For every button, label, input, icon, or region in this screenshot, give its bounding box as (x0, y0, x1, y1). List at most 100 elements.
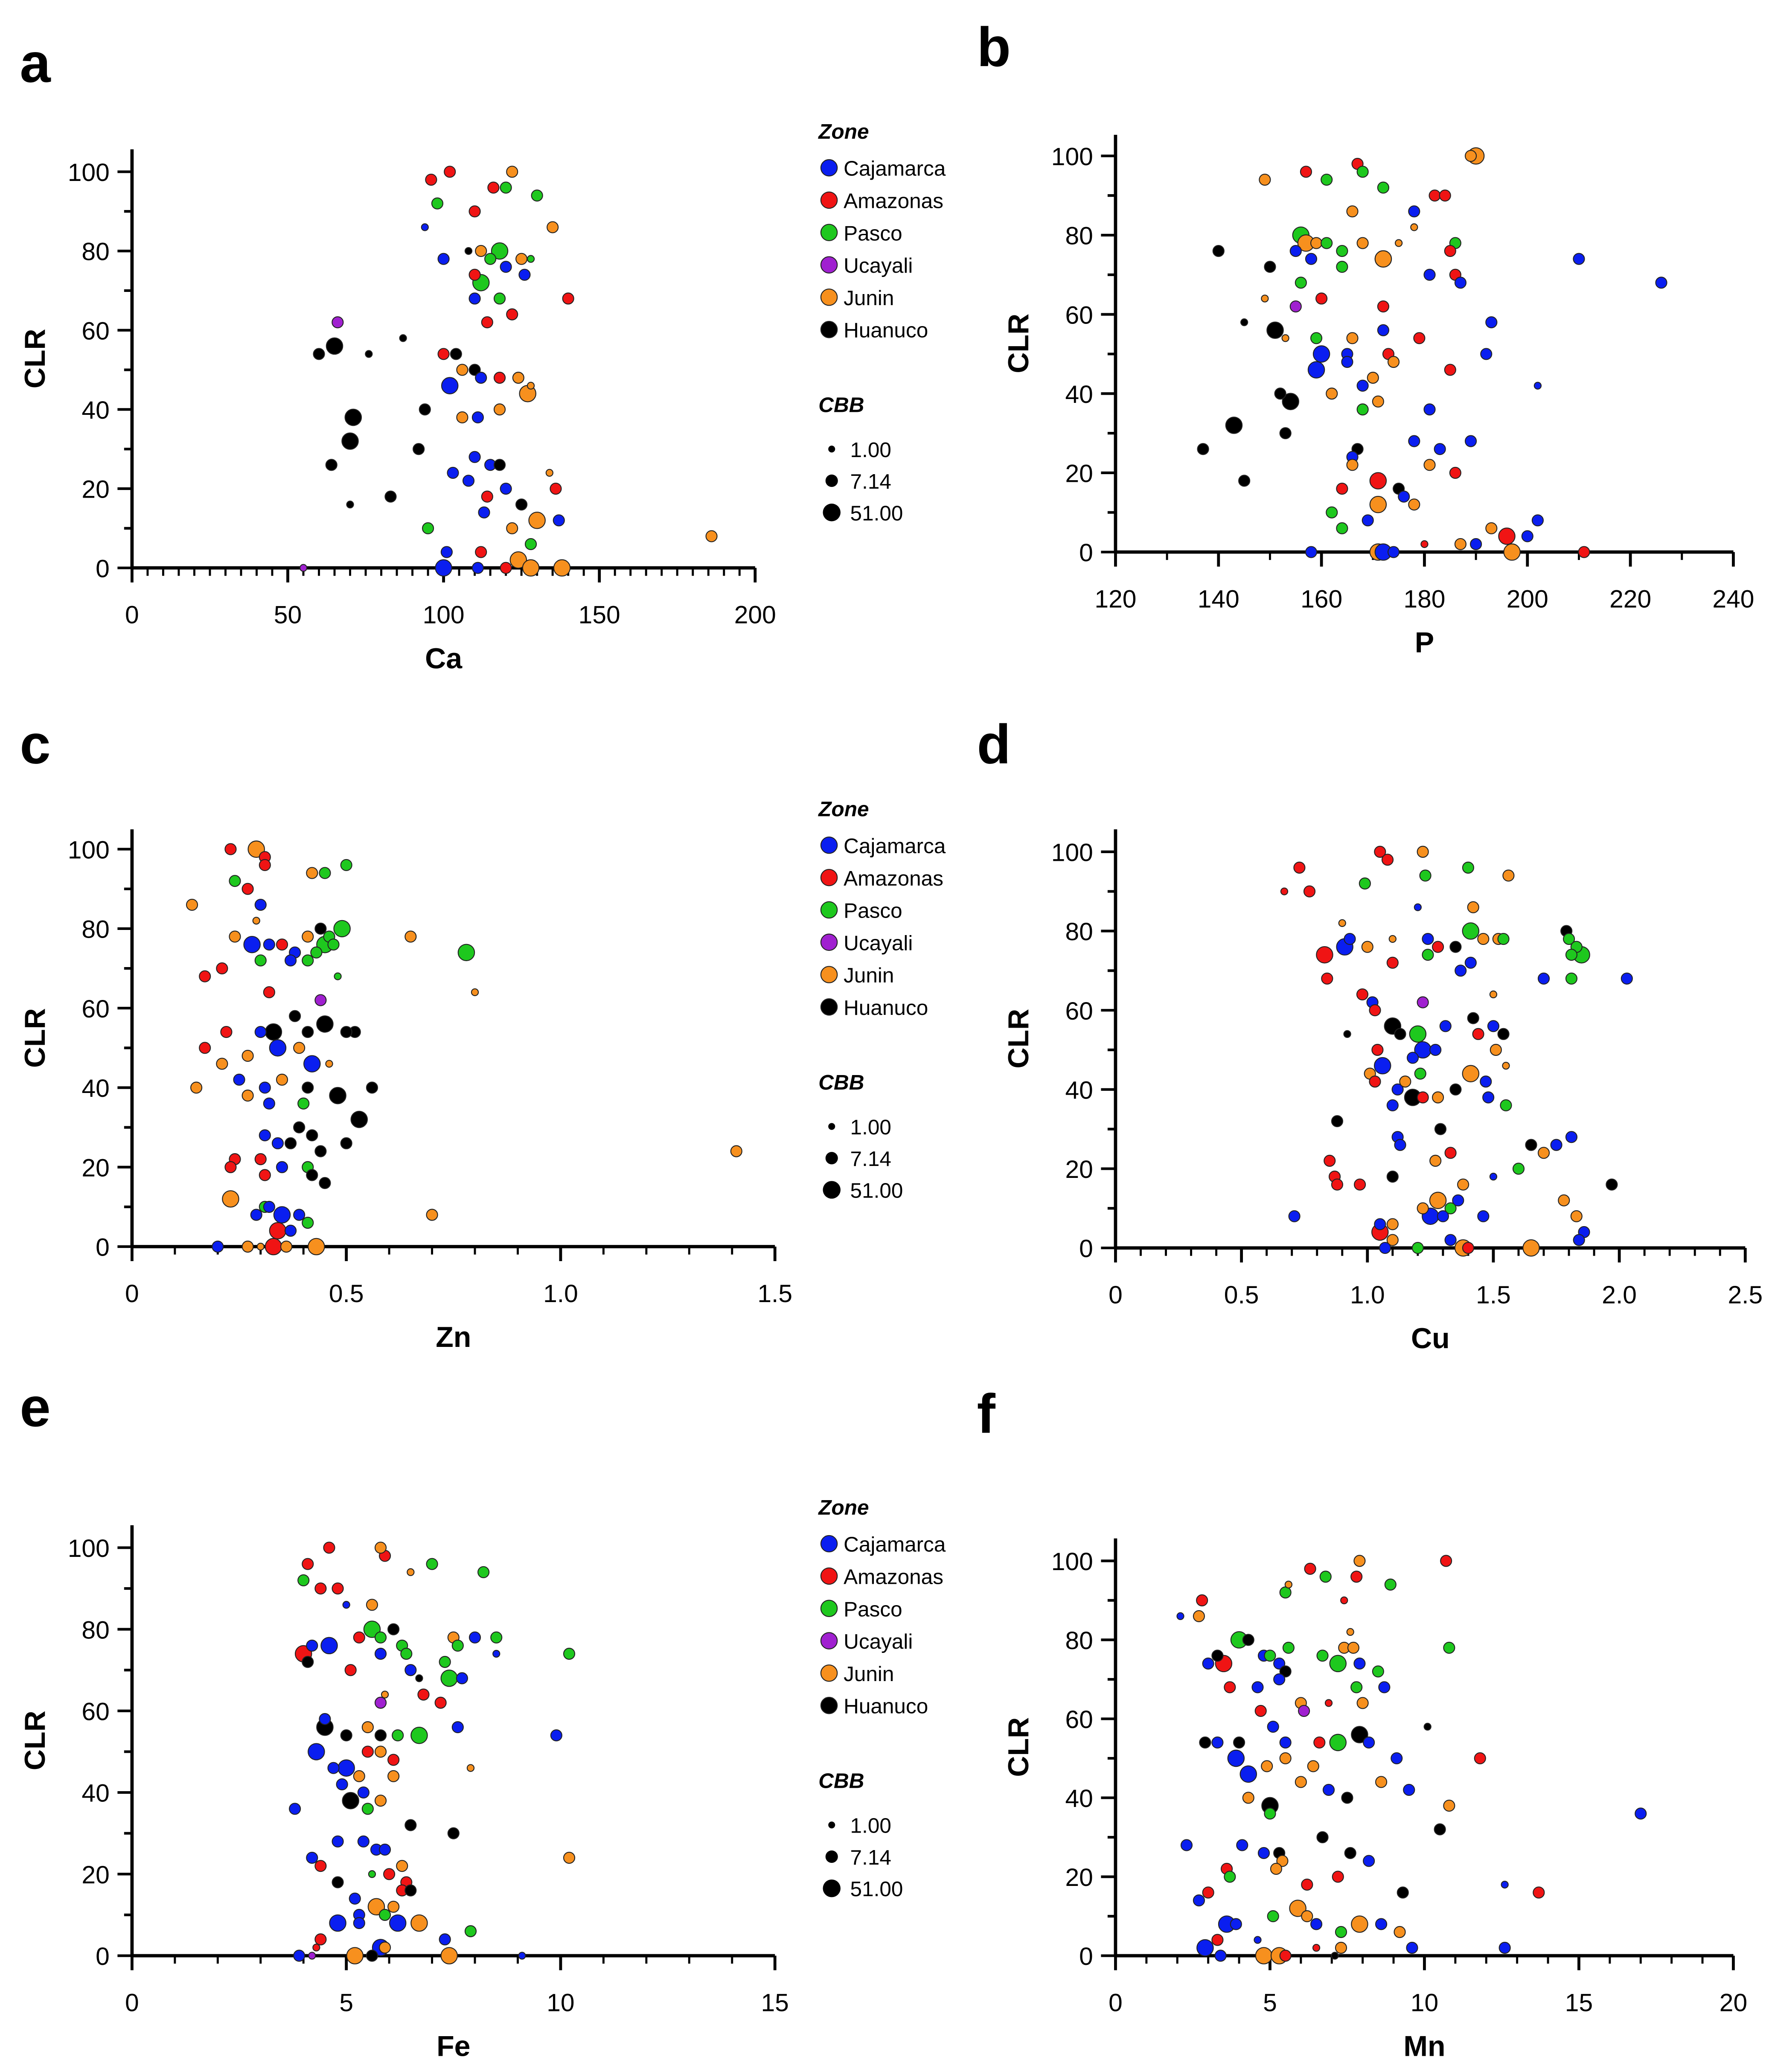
data-point-amazonas (1321, 972, 1333, 985)
data-point-junin (1259, 173, 1271, 186)
legend-marker-ucayali (820, 933, 838, 951)
data-point-cajamarca (1236, 1839, 1248, 1851)
data-point-cajamarca (1403, 1783, 1415, 1796)
data-point-amazonas (1369, 1004, 1381, 1017)
y-tick-label: 80 (81, 1616, 109, 1644)
y-tick-label: 100 (1051, 1548, 1093, 1576)
data-point-amazonas (1340, 1596, 1348, 1605)
x-axis-label: Fe (436, 2030, 470, 2063)
data-point-huanuco (289, 1010, 301, 1022)
legend-marker-junin (820, 289, 838, 306)
data-point-cajamarca (269, 1039, 287, 1057)
data-point-huanuco (413, 443, 425, 455)
data-point-pasco (464, 1925, 477, 1938)
data-point-cajamarca (1408, 205, 1420, 218)
x-tick-label: 0.5 (1224, 1281, 1259, 1309)
legend-label: Junin (844, 964, 894, 987)
data-point-amazonas (1369, 1075, 1381, 1088)
legend-size-label: 1.00 (850, 438, 891, 462)
data-point-pasco (1565, 949, 1578, 961)
data-point-cajamarca (1227, 1749, 1245, 1767)
data-point-amazonas (475, 546, 487, 558)
data-point-pasco (1384, 1578, 1397, 1591)
legend-cbb-title: CBB (818, 1769, 864, 1793)
data-point-junin (456, 364, 468, 376)
data-point-huanuco (341, 432, 359, 450)
x-tick-label: 0 (1109, 1989, 1123, 2017)
data-point-huanuco (302, 1656, 314, 1668)
data-point-amazonas (1324, 1699, 1333, 1707)
data-point-cajamarca (471, 411, 484, 424)
data-point-huanuco (1467, 1012, 1479, 1024)
legend-label: Cajamarca (844, 157, 946, 181)
data-point-junin (1335, 1941, 1347, 1954)
x-axis-label: Cu (1411, 1322, 1450, 1355)
data-point-cajamarca (1429, 1043, 1442, 1056)
data-point-cajamarca (1341, 356, 1353, 368)
panel-a: a 0 50 100 150 200 0 20 40 60 80 100 Ca CLR Zone Cajama… (19, 32, 946, 675)
data-point-cajamarca (353, 1917, 365, 1929)
legend-label: Junin (844, 286, 894, 310)
data-point-cajamarca (1485, 316, 1498, 329)
data-point-junin (1558, 1194, 1570, 1206)
data-point-cajamarca (254, 1026, 267, 1038)
data-point-amazonas (1280, 887, 1289, 895)
data-point-pasco (1512, 1163, 1525, 1175)
data-point-junin (222, 1190, 239, 1208)
data-point-junin (493, 403, 506, 416)
data-point-junin (1375, 1776, 1388, 1788)
data-point-cajamarca (1267, 1720, 1279, 1733)
data-point-cajamarca (1387, 546, 1400, 558)
legend-marker-amazonas (820, 868, 838, 886)
data-point-amazonas (1336, 482, 1348, 495)
data-point-cajamarca (336, 1778, 348, 1791)
x-tick-label: 200 (734, 601, 776, 629)
y-tick-label: 0 (96, 555, 110, 583)
data-point-pasco (440, 1670, 458, 1687)
data-point-amazonas (1313, 1736, 1326, 1749)
panel-e: e 0 5 10 15 0 20 40 60 80 100 Fe CLR Zone Cajamarca Ama… (19, 1376, 946, 2063)
data-point-cajamarca (1489, 1172, 1498, 1181)
y-tick-label: 80 (1065, 222, 1093, 250)
data-point-cajamarca (440, 546, 453, 558)
data-point-cajamarca (447, 466, 459, 479)
data-point-amazonas (361, 1746, 374, 1758)
data-point-cajamarca (1273, 1673, 1286, 1685)
data-point-cajamarca (439, 1933, 451, 1946)
data-point-cajamarca (1202, 1657, 1214, 1670)
data-point-huanuco (384, 490, 397, 503)
data-point-amazonas (265, 1238, 282, 1256)
data-point-ucayali (374, 1696, 387, 1709)
data-point-amazonas (481, 316, 493, 329)
data-point-pasco (1562, 933, 1575, 945)
data-point-pasco (490, 1631, 503, 1644)
data-point-junin (475, 245, 487, 257)
data-point-huanuco (1264, 261, 1276, 273)
data-point-huanuco (326, 337, 343, 355)
data-point-amazonas (1304, 1562, 1316, 1575)
y-tick-label: 100 (68, 1535, 110, 1562)
legend-size-label: 51.00 (850, 1179, 903, 1203)
data-point-junin (407, 1568, 415, 1576)
data-point-huanuco (1274, 388, 1286, 400)
data-point-cajamarca (478, 506, 490, 519)
data-point-junin (256, 1242, 265, 1251)
data-point-amazonas (1324, 1154, 1336, 1167)
data-point-junin (1261, 1760, 1273, 1772)
legend-marker-pasco (820, 224, 838, 242)
data-point-amazonas (1301, 1878, 1313, 1891)
data-point-cajamarca (492, 1649, 500, 1658)
legend-size-label: 51.00 (850, 1877, 903, 1901)
y-axis-label: CLR (1002, 314, 1035, 373)
data-point-huanuco (468, 364, 481, 376)
data-point-junin (410, 1914, 428, 1932)
data-point-huanuco (1282, 393, 1299, 411)
data-point-huanuco (464, 247, 473, 255)
data-point-amazonas (276, 938, 288, 951)
data-point-junin (1270, 1862, 1283, 1875)
data-point-junin (545, 469, 553, 477)
data-point-amazonas (1202, 1886, 1214, 1899)
data-point-amazonas (1432, 941, 1444, 953)
data-point-huanuco (387, 1623, 400, 1635)
data-point-amazonas (562, 292, 574, 305)
